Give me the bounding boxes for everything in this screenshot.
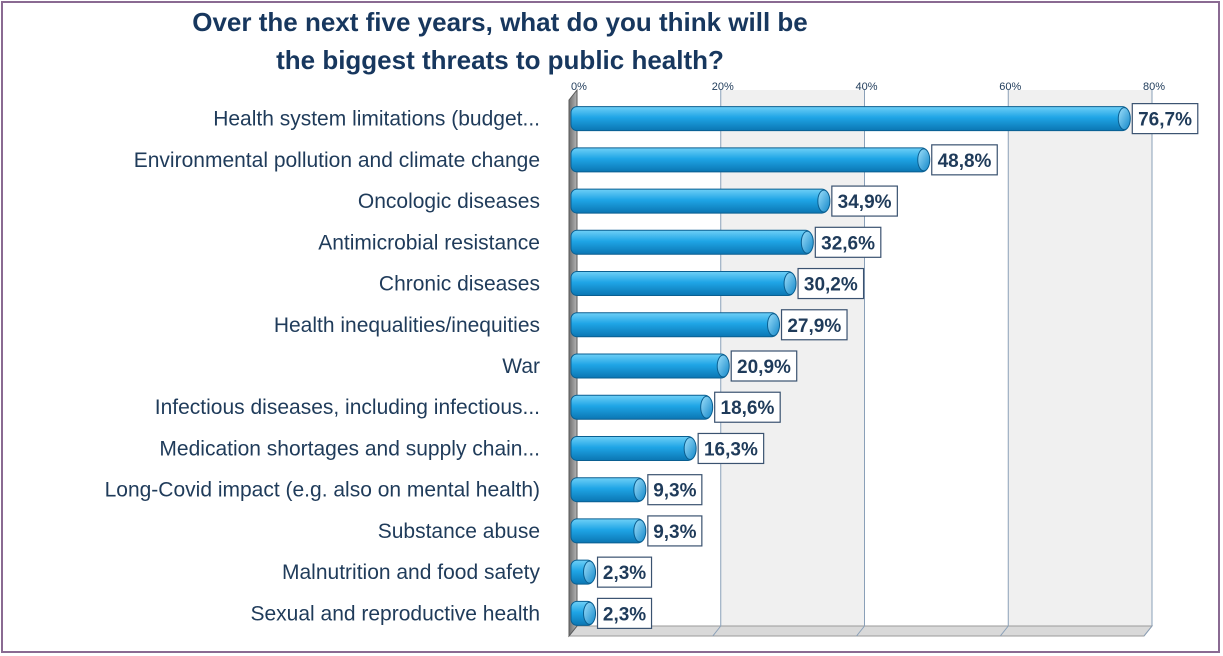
bar-end-cap xyxy=(1117,107,1131,131)
bar xyxy=(570,229,812,255)
data-label-box xyxy=(780,309,848,341)
category-label: Chronic diseases xyxy=(379,273,540,296)
bar-end-cap xyxy=(716,354,730,378)
gridline-floor xyxy=(856,625,865,637)
bar xyxy=(570,353,728,379)
x-tick-label: 20% xyxy=(712,81,734,93)
category-label: Environmental pollution and climate chan… xyxy=(134,149,540,172)
category-label: Malnutrition and food safety xyxy=(282,561,540,584)
data-label-box xyxy=(814,226,882,258)
chart-title-line-1: Over the next five years, what do you th… xyxy=(192,7,808,37)
data-label-box xyxy=(931,144,998,176)
gridline-floor xyxy=(712,625,722,637)
bar-end-cap xyxy=(583,560,597,584)
data-label: 76,7% xyxy=(1138,110,1192,131)
category-label: Health inequalities/inequities xyxy=(274,314,540,337)
bar xyxy=(570,518,645,544)
data-label: 2,3% xyxy=(603,604,646,625)
chart-title-line-2: the biggest threats to public health? xyxy=(276,45,724,75)
bar xyxy=(570,188,829,214)
bar-end-cap xyxy=(817,189,831,213)
data-label-box xyxy=(730,350,798,382)
bar xyxy=(570,271,795,297)
bar-end-cap xyxy=(700,395,714,419)
data-label: 32,6% xyxy=(821,233,875,254)
plot-area: 0% 20% 40% 60% 80% Health system limitations … xyxy=(105,81,1199,638)
bar-end-cap xyxy=(917,148,931,172)
x-tick-label: 0% xyxy=(571,81,587,93)
data-label-box xyxy=(697,432,765,465)
category-label: War xyxy=(502,355,540,378)
grid-band xyxy=(1008,90,1152,626)
data-label: 9,3% xyxy=(653,481,696,502)
data-label-box xyxy=(831,185,898,217)
bar-end-cap xyxy=(783,272,797,296)
category-label: Long-Covid impact (e.g. also on mental h… xyxy=(105,479,540,502)
bar xyxy=(570,312,779,338)
data-label-box xyxy=(797,267,865,300)
bar xyxy=(570,147,929,173)
data-label: 16,3% xyxy=(704,439,758,460)
bar-end-cap xyxy=(633,478,647,502)
bar xyxy=(570,435,695,461)
data-label: 18,6% xyxy=(721,398,775,419)
category-label: Substance abuse xyxy=(378,520,540,543)
gridline-floor xyxy=(1143,625,1153,637)
bar xyxy=(570,394,712,420)
bar xyxy=(570,477,645,503)
data-label-box xyxy=(647,515,703,547)
bar xyxy=(570,106,1129,132)
bar-end-cap xyxy=(583,601,597,625)
x-tick-label: 80% xyxy=(1143,81,1165,93)
category-label: Sexual and reproductive health xyxy=(250,602,540,625)
category-label: Antimicrobial resistance xyxy=(318,231,540,254)
category-label: Health system limitations (budget... xyxy=(213,108,540,131)
data-label: 2,3% xyxy=(603,563,646,584)
category-label: Medication shortages and supply chain... xyxy=(159,437,540,460)
data-label-box xyxy=(596,556,653,588)
bar-end-cap xyxy=(683,436,697,460)
bar-end-cap xyxy=(633,519,647,543)
category-label: Infectious diseases, including infectiou… xyxy=(155,396,540,419)
gridline-floor xyxy=(999,625,1009,637)
data-label: 34,9% xyxy=(838,192,892,213)
data-label: 9,3% xyxy=(653,522,696,543)
data-label-box xyxy=(714,391,781,423)
bar-end-cap xyxy=(800,230,814,254)
grid-band xyxy=(864,90,1009,626)
bar-end-cap xyxy=(767,313,781,337)
data-label-box xyxy=(596,597,653,629)
data-label-box xyxy=(1131,103,1199,135)
x-tick-label: 60% xyxy=(999,81,1021,93)
data-label: 20,9% xyxy=(737,357,791,378)
data-label-box xyxy=(647,474,703,506)
data-label: 27,9% xyxy=(787,316,841,337)
category-label: Oncologic diseases xyxy=(358,190,540,213)
data-label: 48,8% xyxy=(938,151,992,172)
data-label: 30,2% xyxy=(804,275,858,296)
x-tick-label: 40% xyxy=(855,81,877,93)
